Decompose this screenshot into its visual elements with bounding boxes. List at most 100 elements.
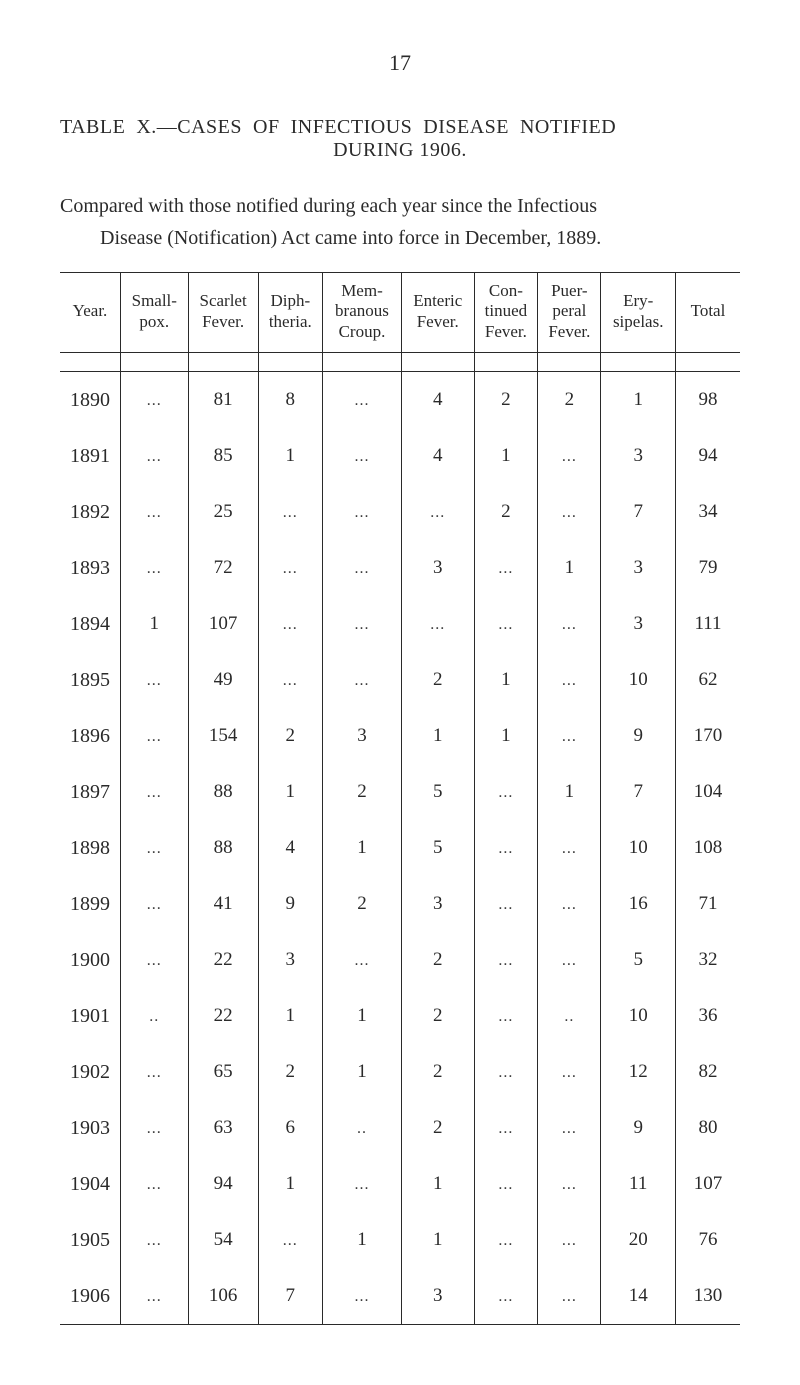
- cell-diph: 1: [258, 428, 322, 484]
- cell-year: 1900: [60, 932, 121, 988]
- cell-puerperal: ...: [538, 1044, 601, 1100]
- cell-diph: 2: [258, 708, 322, 764]
- cell-continued: 2: [474, 372, 538, 429]
- cell-continued: ...: [474, 764, 538, 820]
- cell-total: 82: [676, 1044, 741, 1100]
- cell-diph: 7: [258, 1268, 322, 1325]
- cell-year: 1892: [60, 484, 121, 540]
- table-row: 1897...88125...17104: [60, 764, 740, 820]
- cell-diph: 2: [258, 1044, 322, 1100]
- cell-croup: ...: [322, 652, 401, 708]
- cell-croup: 1: [322, 1044, 401, 1100]
- col-enteric: EntericFever.: [401, 273, 474, 353]
- cell-total: 80: [676, 1100, 741, 1156]
- cell-diph: 1: [258, 764, 322, 820]
- cell-erysipelas: 20: [601, 1212, 676, 1268]
- table-header: Year. Small-pox. ScarletFever. Diph-ther…: [60, 273, 740, 372]
- cell-enteric: 2: [401, 932, 474, 988]
- cell-croup: ..: [322, 1100, 401, 1156]
- cell-enteric: 1: [401, 1156, 474, 1212]
- intro-paragraph: Compared with those notified during each…: [60, 190, 740, 254]
- cell-scarlet: 81: [188, 372, 258, 429]
- cell-diph: 9: [258, 876, 322, 932]
- table-row: 1893...72......3...1379: [60, 540, 740, 596]
- page-number: 17: [60, 50, 740, 76]
- cell-croup: ...: [322, 932, 401, 988]
- cell-erysipelas: 9: [601, 1100, 676, 1156]
- cell-continued: ...: [474, 932, 538, 988]
- cell-year: 1898: [60, 820, 121, 876]
- cell-croup: ...: [322, 428, 401, 484]
- cell-scarlet: 63: [188, 1100, 258, 1156]
- cell-puerperal: ...: [538, 652, 601, 708]
- cell-puerperal: ...: [538, 484, 601, 540]
- cell-croup: ...: [322, 1156, 401, 1212]
- cell-diph: ...: [258, 1212, 322, 1268]
- col-puerperal: Puer-peralFever.: [538, 273, 601, 353]
- cell-puerperal: ...: [538, 428, 601, 484]
- cell-croup: 1: [322, 1212, 401, 1268]
- cell-year: 1904: [60, 1156, 121, 1212]
- cell-smallpox: ...: [121, 540, 189, 596]
- cell-diph: 8: [258, 372, 322, 429]
- table-row: 1898...88415......10108: [60, 820, 740, 876]
- table-row: 1903...636..2......980: [60, 1100, 740, 1156]
- cell-enteric: 5: [401, 764, 474, 820]
- cell-diph: ...: [258, 652, 322, 708]
- cell-croup: ...: [322, 540, 401, 596]
- table-row: 1892...25.........2...734: [60, 484, 740, 540]
- cell-smallpox: ...: [121, 1212, 189, 1268]
- table-row: 1901..22112.....1036: [60, 988, 740, 1044]
- cell-total: 32: [676, 932, 741, 988]
- table-row: 1896...1542311...9170: [60, 708, 740, 764]
- table-row: 1890...818...422198: [60, 372, 740, 429]
- table-row: 1902...65212......1282: [60, 1044, 740, 1100]
- cell-enteric: 3: [401, 1268, 474, 1325]
- cell-enteric: 3: [401, 876, 474, 932]
- cell-puerperal: ...: [538, 1212, 601, 1268]
- cell-smallpox: ...: [121, 484, 189, 540]
- cell-scarlet: 49: [188, 652, 258, 708]
- cell-puerperal: ...: [538, 708, 601, 764]
- cell-scarlet: 72: [188, 540, 258, 596]
- col-croup: Mem-branousCroup.: [322, 273, 401, 353]
- cell-puerperal: 2: [538, 372, 601, 429]
- cell-scarlet: 88: [188, 764, 258, 820]
- cell-puerperal: ...: [538, 820, 601, 876]
- cell-puerperal: ...: [538, 1100, 601, 1156]
- cell-year: 1899: [60, 876, 121, 932]
- cell-total: 34: [676, 484, 741, 540]
- title-line-2: DURING 1906.: [60, 139, 740, 162]
- cell-scarlet: 94: [188, 1156, 258, 1212]
- cell-diph: 1: [258, 1156, 322, 1212]
- cell-erysipelas: 1: [601, 372, 676, 429]
- cell-continued: ...: [474, 1268, 538, 1325]
- cell-enteric: 1: [401, 708, 474, 764]
- cell-puerperal: ...: [538, 1156, 601, 1212]
- cell-smallpox: ...: [121, 372, 189, 429]
- cell-total: 170: [676, 708, 741, 764]
- cell-year: 1891: [60, 428, 121, 484]
- cell-erysipelas: 16: [601, 876, 676, 932]
- cell-continued: ...: [474, 820, 538, 876]
- cell-croup: 2: [322, 876, 401, 932]
- cell-erysipelas: 10: [601, 988, 676, 1044]
- cell-total: 62: [676, 652, 741, 708]
- table-row: 1899...41923......1671: [60, 876, 740, 932]
- cell-puerperal: ...: [538, 596, 601, 652]
- cell-smallpox: ...: [121, 708, 189, 764]
- document-page: 17 TABLE X.—CASES OF INFECTIOUS DISEASE …: [0, 0, 800, 1385]
- cell-continued: ...: [474, 540, 538, 596]
- cell-scarlet: 88: [188, 820, 258, 876]
- col-diphtheria: Diph-theria.: [258, 273, 322, 353]
- col-year: Year.: [60, 273, 121, 353]
- table-row: 1904...941...1......11107: [60, 1156, 740, 1212]
- cell-total: 107: [676, 1156, 741, 1212]
- cell-continued: ...: [474, 876, 538, 932]
- cell-total: 71: [676, 876, 741, 932]
- cell-scarlet: 65: [188, 1044, 258, 1100]
- cell-smallpox: ...: [121, 876, 189, 932]
- table-row: 1891...851...41...394: [60, 428, 740, 484]
- cell-erysipelas: 11: [601, 1156, 676, 1212]
- cell-erysipelas: 3: [601, 596, 676, 652]
